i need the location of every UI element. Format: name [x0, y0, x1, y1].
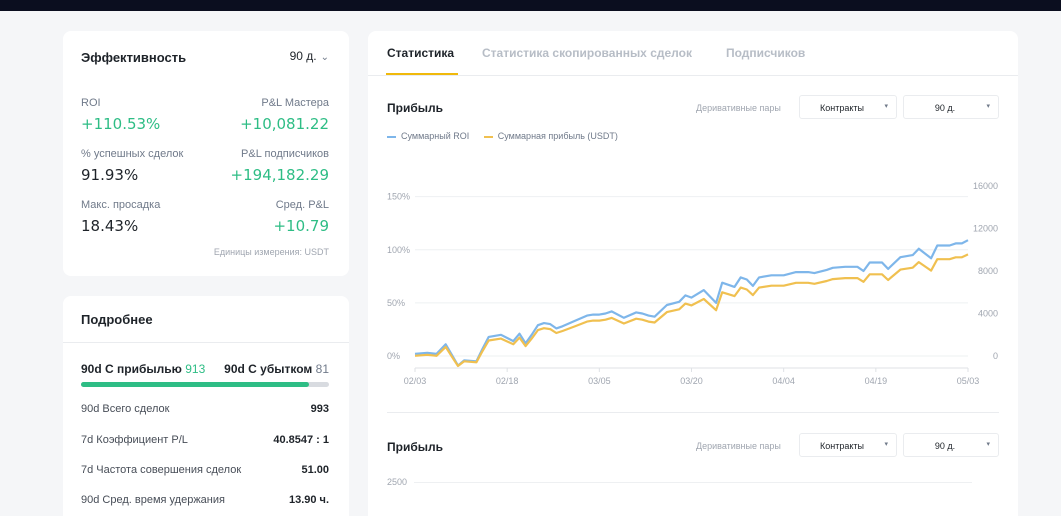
y-right-tick-label: 8000	[978, 266, 998, 276]
details-card: Подробнее 90d С прибылью 913 90d С убытк…	[63, 296, 349, 516]
win-rate-label: % успешных сделок	[81, 148, 184, 160]
top-navigation-bar	[0, 0, 1061, 11]
y-left-tick-label: 50%	[387, 298, 405, 308]
tab-copied-trades-statistics[interactable]: Статистика скопированных сделок	[482, 46, 692, 60]
pl-ratio-label: 7d Коэффициент P/L	[81, 434, 188, 446]
y-right-tick-label: 0	[993, 351, 998, 361]
profit-loss-bar	[81, 382, 329, 387]
profit-section-title: Прибыль	[387, 101, 443, 115]
subscribers-pnl-value: +194,182.29	[230, 166, 329, 184]
contracts-dropdown[interactable]: Контракты ▾	[799, 95, 897, 119]
roi-series-line	[414, 239, 969, 367]
x-tick-label: 05/03	[957, 376, 980, 386]
master-pnl-value: +10,081.22	[240, 115, 329, 133]
profit-count: 913	[185, 362, 206, 376]
period-dropdown[interactable]: 90 д. ▾	[903, 95, 999, 119]
total-trades-label: 90d Всего сделок	[81, 403, 170, 415]
pl-ratio-value: 40.8547 : 1	[273, 434, 329, 446]
legend-swatch-profit	[483, 135, 493, 138]
x-tick-label: 03/05	[588, 376, 611, 386]
units-note: Единицы измерения: USDT	[213, 247, 329, 257]
efficiency-title: Эффективность	[81, 50, 187, 65]
efficiency-period-select[interactable]: 90 д. ⌄	[290, 49, 329, 63]
loss-trades: 90d С убытком 81	[224, 362, 329, 376]
win-rate-value: 91.93%	[81, 166, 139, 184]
max-drawdown-label: Макс. просадка	[81, 199, 161, 211]
period-dropdown-label: 90 д.	[934, 103, 956, 113]
legend-swatch-roi	[387, 135, 396, 138]
avg-pnl-value: +10.79	[273, 217, 329, 235]
details-title: Подробнее	[81, 312, 153, 327]
contracts-dropdown-2[interactable]: Контракты ▾	[799, 433, 897, 457]
caret-down-icon: ▾	[884, 103, 888, 110]
statistics-card: Статистика Статистика скопированных сдел…	[368, 31, 1018, 516]
legend-item-profit[interactable]: Суммарная прибыль (USDT)	[483, 131, 618, 141]
efficiency-period-label: 90 д.	[289, 49, 317, 63]
chevron-down-icon: ⌄	[320, 52, 329, 63]
caret-down-icon: ▾	[986, 103, 990, 110]
tabs-divider	[368, 75, 1018, 76]
y-left-tick-label: 0%	[387, 351, 400, 361]
roi-label: ROI	[81, 97, 101, 109]
y-right-tick-label: 16000	[973, 181, 998, 191]
profit-series-line	[414, 253, 969, 368]
profit-trades: 90d С прибылью 913	[81, 362, 205, 376]
derivative-pairs-label-2: Деривативные пары	[696, 441, 781, 451]
y-right-tick-label: 4000	[978, 309, 998, 319]
contracts-dropdown-label: Контракты	[820, 103, 864, 113]
loss-label: 90d С убытком	[224, 362, 313, 376]
trade-frequency-label: 7d Частота совершения сделок	[81, 464, 242, 476]
efficiency-card: Эффективность 90 д. ⌄ ROI +110.53% P&L Ма…	[63, 31, 349, 276]
active-tab-indicator	[386, 73, 458, 75]
x-tick-label: 04/19	[865, 376, 888, 386]
holding-time-value: 13.90 ч.	[288, 494, 329, 506]
chart-2-tick-label: 2500	[387, 477, 408, 487]
tab-subscribers[interactable]: Подписчиков	[726, 46, 806, 60]
loss-count: 81	[315, 362, 329, 376]
roi-value: +110.53%	[81, 115, 161, 133]
period-dropdown-2[interactable]: 90 д. ▾	[903, 433, 999, 457]
profit-label: 90d С прибылью	[81, 362, 182, 376]
legend-item-roi[interactable]: Суммарный ROI	[387, 131, 469, 141]
legend-label-roi: Суммарный ROI	[401, 131, 470, 141]
chart-2-gridline	[414, 482, 972, 483]
tab-statistics[interactable]: Статистика	[387, 46, 455, 60]
profit-section-2-title: Прибыль	[387, 440, 443, 454]
period-dropdown-2-label: 90 д.	[934, 441, 956, 451]
profit-bar-fill	[81, 382, 309, 387]
caret-down-icon: ▾	[986, 441, 990, 448]
x-tick-label: 02/03	[404, 376, 427, 386]
section-divider	[387, 412, 999, 413]
holding-time-label: 90d Сред. время удержания	[81, 494, 225, 506]
y-left-tick-label: 100%	[387, 245, 410, 255]
legend-label-profit: Суммарная прибыль (USDT)	[497, 131, 618, 141]
x-tick-label: 04/04	[772, 376, 795, 386]
contracts-dropdown-2-label: Контракты	[820, 441, 864, 451]
max-drawdown-value: 18.43%	[81, 217, 139, 235]
y-right-tick-label: 12000	[973, 224, 998, 234]
total-trades-value: 993	[310, 403, 329, 415]
subscribers-pnl-label: P&L подписчиков	[241, 148, 329, 160]
x-tick-label: 02/18	[496, 376, 519, 386]
details-divider	[63, 342, 349, 343]
avg-pnl-label: Сред. P&L	[275, 199, 329, 211]
x-tick-label: 03/20	[680, 376, 703, 386]
caret-down-icon: ▾	[884, 441, 888, 448]
profit-chart: 0% 50% 100% 150% 0 4000 8000 12000 16000 02/03 02/…	[387, 181, 998, 386]
y-left-tick-label: 150%	[387, 192, 410, 202]
trade-frequency-value: 51.00	[301, 464, 329, 476]
master-pnl-label: P&L Мастера	[261, 97, 329, 109]
derivative-pairs-label: Деривативные пары	[696, 103, 781, 113]
chart-legend: Суммарный ROI Суммарная прибыль (USDT)	[387, 131, 630, 141]
